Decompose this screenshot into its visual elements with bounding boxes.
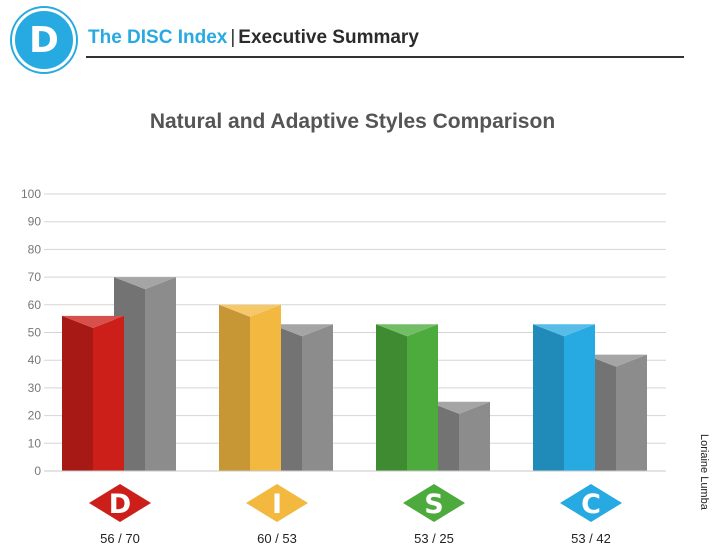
y-tick-label: 10: [28, 436, 42, 450]
pair-label-C: 53 / 42: [571, 531, 611, 546]
category-label-D: D: [109, 489, 131, 520]
header-separator: |: [230, 27, 236, 48]
y-tick-label: 100: [21, 187, 41, 201]
bar-I-adaptive-top: [271, 324, 333, 337]
bar-I-adaptive-right-face: [302, 324, 333, 471]
bar-D-natural-right-face: [93, 315, 124, 471]
bar-S-natural-right-face: [407, 324, 438, 471]
bar-D-natural-top: [62, 315, 124, 328]
bar-S-natural-top: [376, 324, 438, 337]
chart-title: Natural and Adaptive Styles Comparison: [149, 110, 556, 133]
bar-S-natural-left-face: [376, 324, 407, 471]
y-tick-label: 50: [28, 326, 42, 340]
bar-C-natural-top: [533, 324, 595, 337]
y-tick-label: 20: [28, 409, 42, 423]
category-label-I: I: [272, 489, 282, 520]
bar-C-natural-left-face: [533, 324, 564, 471]
bar-I-natural-left-face: [219, 304, 250, 471]
y-tick-label: 0: [34, 464, 41, 478]
bar-I-natural: [219, 304, 281, 471]
y-tick-label: 70: [28, 270, 42, 284]
badge-I-icon: [246, 484, 308, 522]
header-subtitle: Executive Summary: [238, 27, 419, 48]
disc-logo-icon: D: [12, 8, 76, 72]
badge-C-icon: [560, 484, 622, 522]
badge-D-icon: [89, 484, 151, 522]
pair-label-S: 53 / 25: [414, 531, 454, 546]
bar-C-natural-right-face: [564, 324, 595, 471]
y-tick-label: 80: [28, 242, 42, 256]
bar-C-adaptive-right-face: [616, 354, 647, 471]
y-tick-label: 60: [28, 298, 42, 312]
bar-C-adaptive-top: [585, 354, 647, 367]
y-tick-label: 90: [28, 215, 42, 229]
pair-label-D: 56 / 70: [100, 531, 140, 546]
bar-S-adaptive-right-face: [459, 401, 490, 471]
header-brand: The DISC Index: [88, 27, 228, 48]
category-label-S: S: [424, 489, 443, 520]
bar-D-natural-left-face: [62, 315, 93, 471]
header-divider: [86, 56, 684, 58]
side-person-name: Loriaine Lumba: [698, 434, 710, 510]
pair-label-I: 60 / 53: [257, 531, 297, 546]
bar-D-adaptive-right-face: [145, 277, 176, 471]
bar-S-adaptive-top: [428, 401, 490, 414]
report-header: D The DISC Index | Executive Summary: [0, 0, 713, 75]
y-tick-label: 40: [28, 353, 42, 367]
bar-C-natural: [533, 324, 595, 471]
logo-letter: D: [29, 19, 59, 61]
bar-D-natural: [62, 315, 124, 471]
bar-S-natural: [376, 324, 438, 471]
badge-S-icon: [403, 484, 465, 522]
category-label-C: C: [581, 489, 601, 520]
y-tick-label: 30: [28, 381, 42, 395]
bar-D-adaptive-top: [114, 277, 176, 290]
bar-I-natural-right-face: [250, 304, 281, 471]
header-title: The DISC Index | Executive Summary: [88, 27, 419, 49]
bar-I-natural-top: [219, 304, 281, 317]
